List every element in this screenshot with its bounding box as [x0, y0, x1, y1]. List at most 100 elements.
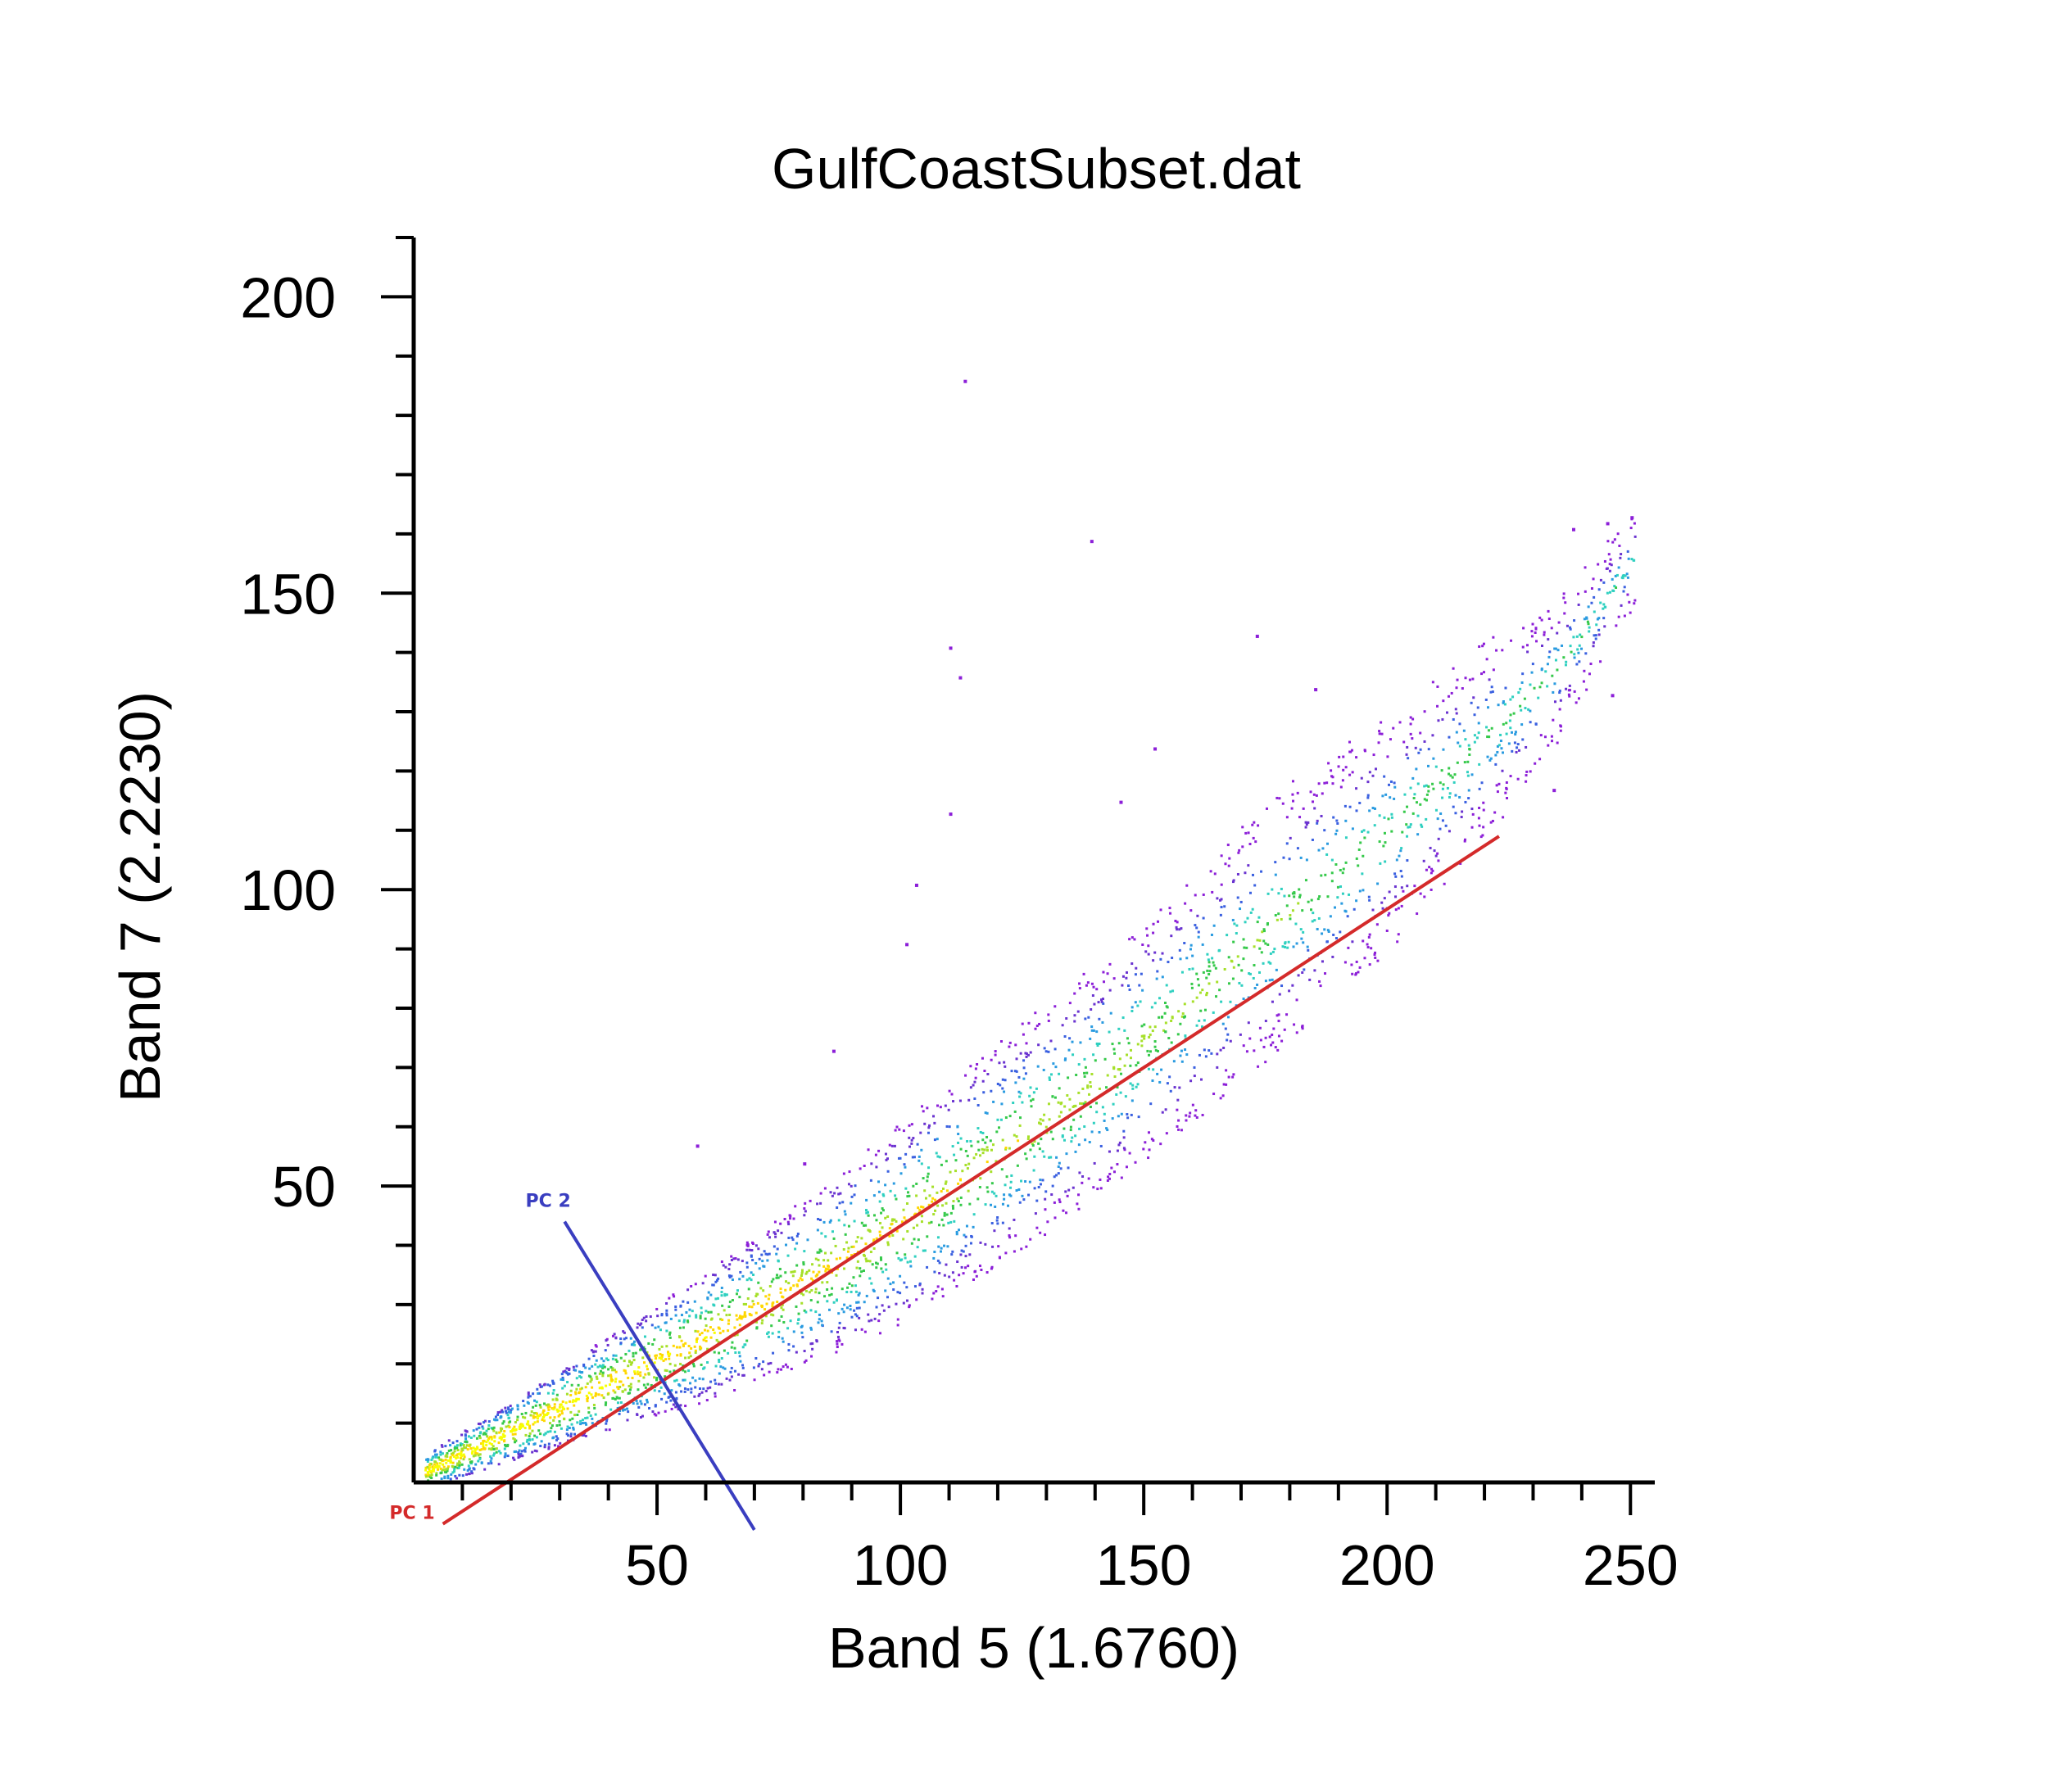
- density-point: [1185, 884, 1189, 887]
- density-point: [994, 1053, 997, 1057]
- density-point: [1366, 830, 1370, 834]
- density-point: [727, 1319, 731, 1322]
- density-point: [1017, 1188, 1021, 1191]
- density-point: [591, 1417, 594, 1420]
- density-point: [1240, 969, 1244, 972]
- density-point: [946, 1245, 949, 1248]
- density-point: [694, 1379, 697, 1382]
- density-point: [766, 1233, 769, 1236]
- density-point: [915, 1194, 918, 1197]
- density-point: [949, 1170, 952, 1174]
- density-point: [723, 1309, 726, 1312]
- density-point: [1047, 1019, 1050, 1022]
- density-point: [1277, 1034, 1280, 1038]
- density-point: [668, 1331, 672, 1334]
- density-point: [1583, 669, 1586, 672]
- density-point: [683, 1378, 686, 1382]
- density-point: [555, 1397, 558, 1401]
- density-point: [750, 1249, 754, 1252]
- density-point: [1629, 611, 1632, 614]
- density-point: [465, 1473, 469, 1476]
- density-point: [459, 1442, 462, 1446]
- density-point: [493, 1435, 496, 1438]
- density-point: [933, 1121, 936, 1125]
- density-point: [894, 1194, 897, 1197]
- density-point: [577, 1383, 580, 1387]
- density-point: [572, 1426, 575, 1429]
- density-point: [951, 1205, 954, 1208]
- density-point: [682, 1369, 685, 1372]
- density-point: [492, 1452, 496, 1455]
- density-point: [655, 1357, 658, 1360]
- density-point: [1409, 716, 1412, 719]
- density-point: [637, 1379, 641, 1382]
- density-point: [940, 1163, 943, 1166]
- density-point: [951, 1145, 954, 1148]
- density-point: [517, 1453, 520, 1456]
- density-point: [527, 1391, 530, 1394]
- density-point: [989, 1139, 992, 1143]
- density-point: [1387, 914, 1390, 917]
- density-point: [1036, 1065, 1040, 1068]
- density-point: [1075, 1073, 1078, 1076]
- density-point: [1573, 619, 1576, 622]
- density-point: [936, 1138, 939, 1141]
- density-point: [434, 1453, 437, 1456]
- density-point: [904, 1152, 908, 1156]
- density-point: [803, 1350, 806, 1353]
- density-point: [1227, 1016, 1230, 1019]
- density-point: [616, 1401, 619, 1405]
- density-point: [953, 1278, 956, 1282]
- density-point: [506, 1414, 510, 1417]
- density-point: [1455, 712, 1458, 715]
- density-point: [1247, 831, 1250, 835]
- density-point: [450, 1473, 453, 1476]
- density-point: [1534, 631, 1537, 634]
- density-point: [1371, 774, 1375, 777]
- density-point: [951, 1250, 954, 1253]
- density-point: [487, 1420, 491, 1423]
- density-point: [1394, 908, 1398, 912]
- density-point: [462, 1458, 465, 1461]
- density-point: [653, 1338, 656, 1342]
- density-point: [985, 1146, 989, 1149]
- density-point: [1396, 940, 1399, 944]
- pc2-label: PC 2: [526, 1192, 571, 1212]
- density-point: [888, 1143, 891, 1147]
- density-point: [694, 1329, 697, 1333]
- density-point: [1301, 1027, 1304, 1030]
- density-point: [875, 1237, 878, 1240]
- density-point: [1093, 1161, 1096, 1165]
- density-point: [902, 1208, 905, 1211]
- density-point: [962, 1272, 965, 1275]
- density-point: [1307, 948, 1310, 952]
- density-point: [817, 1258, 820, 1261]
- density-point: [560, 1378, 563, 1381]
- density-point: [1090, 982, 1094, 985]
- density-point: [714, 1392, 717, 1395]
- density-point: [1626, 550, 1629, 553]
- density-point: [850, 1245, 854, 1248]
- density-point: [1096, 1188, 1099, 1191]
- density-point: [1292, 799, 1295, 803]
- density-point: [594, 1350, 597, 1353]
- density-point: [1212, 924, 1216, 927]
- density-point: [857, 1293, 860, 1296]
- density-point: [562, 1407, 565, 1410]
- density-point: [1053, 1096, 1057, 1099]
- density-point: [1316, 898, 1320, 901]
- density-point: [574, 1391, 578, 1394]
- density-point: [527, 1420, 530, 1423]
- density-point: [607, 1374, 610, 1378]
- density-point: [855, 1306, 859, 1310]
- density-point: [1351, 771, 1354, 774]
- density-point: [761, 1319, 764, 1322]
- density-point: [456, 1456, 460, 1459]
- density-point: [424, 1468, 428, 1472]
- density-point: [541, 1419, 544, 1422]
- density-point: [639, 1400, 642, 1403]
- density-point: [1355, 960, 1358, 963]
- density-point: [1253, 884, 1257, 887]
- density-point: [843, 1303, 846, 1306]
- density-point: [612, 1389, 615, 1392]
